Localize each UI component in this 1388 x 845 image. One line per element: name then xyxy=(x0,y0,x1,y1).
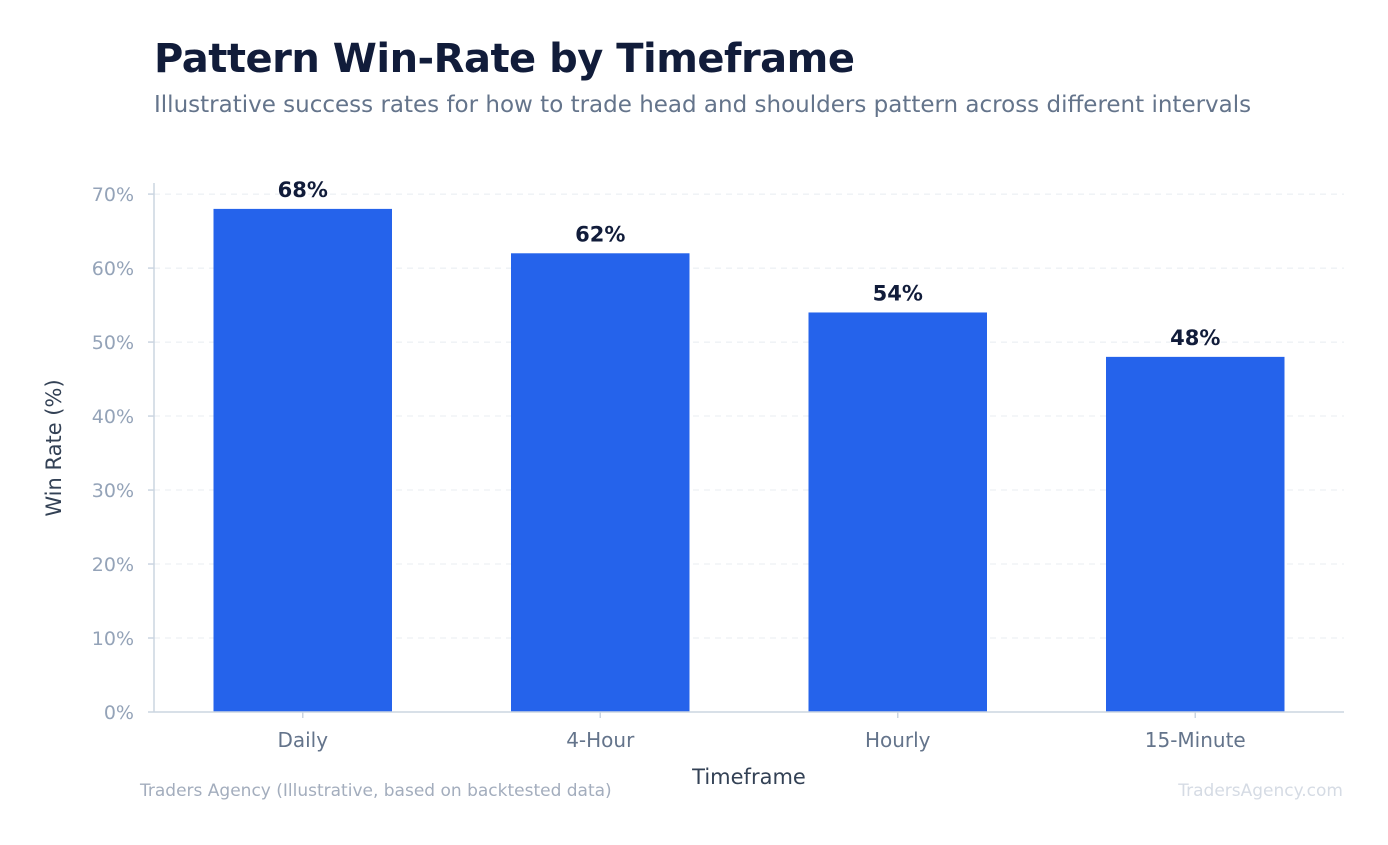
x-tick-label: 15-Minute xyxy=(1145,728,1246,752)
x-tick-label: Hourly xyxy=(865,728,931,752)
y-tick-label: 20% xyxy=(92,554,134,576)
y-tick-label: 70% xyxy=(92,184,134,206)
y-axis-title: Win Rate (%) xyxy=(42,379,66,516)
data-labels: 68% 62% 54% 48% xyxy=(278,178,1221,350)
y-tick-label: 30% xyxy=(92,480,134,502)
data-label: 68% xyxy=(278,178,328,202)
y-tick-label: 40% xyxy=(92,406,134,428)
data-label: 62% xyxy=(575,222,625,246)
bar-hourly xyxy=(808,312,987,712)
bar-15-minute xyxy=(1106,356,1285,712)
chart-title: Pattern Win-Rate by Timeframe xyxy=(154,36,855,82)
x-tick-label: Daily xyxy=(277,728,328,752)
y-tick-label: 0% xyxy=(104,702,134,724)
y-tick-label: 60% xyxy=(92,258,134,280)
watermark-text: TradersAgency.com xyxy=(1177,781,1343,801)
x-axis-title: Timeframe xyxy=(691,765,806,789)
source-note: Traders Agency (Illustrative, based on b… xyxy=(139,781,612,801)
x-tick-labels: Daily 4-Hour Hourly 15-Minute xyxy=(277,712,1246,752)
x-tick-label: 4-Hour xyxy=(566,728,635,752)
y-tick-label: 50% xyxy=(92,332,134,354)
y-tick-labels: 0% 10% 20% 30% 40% 50% 60% 70% xyxy=(92,184,154,724)
axes xyxy=(153,183,1344,713)
data-label: 48% xyxy=(1170,326,1220,350)
chart-subtitle: Illustrative success rates for how to tr… xyxy=(154,92,1252,118)
y-tick-label: 10% xyxy=(92,628,134,650)
bars xyxy=(213,208,1285,712)
bar-daily xyxy=(213,208,392,712)
bar-4-hour xyxy=(511,253,690,712)
data-label: 54% xyxy=(873,281,923,305)
